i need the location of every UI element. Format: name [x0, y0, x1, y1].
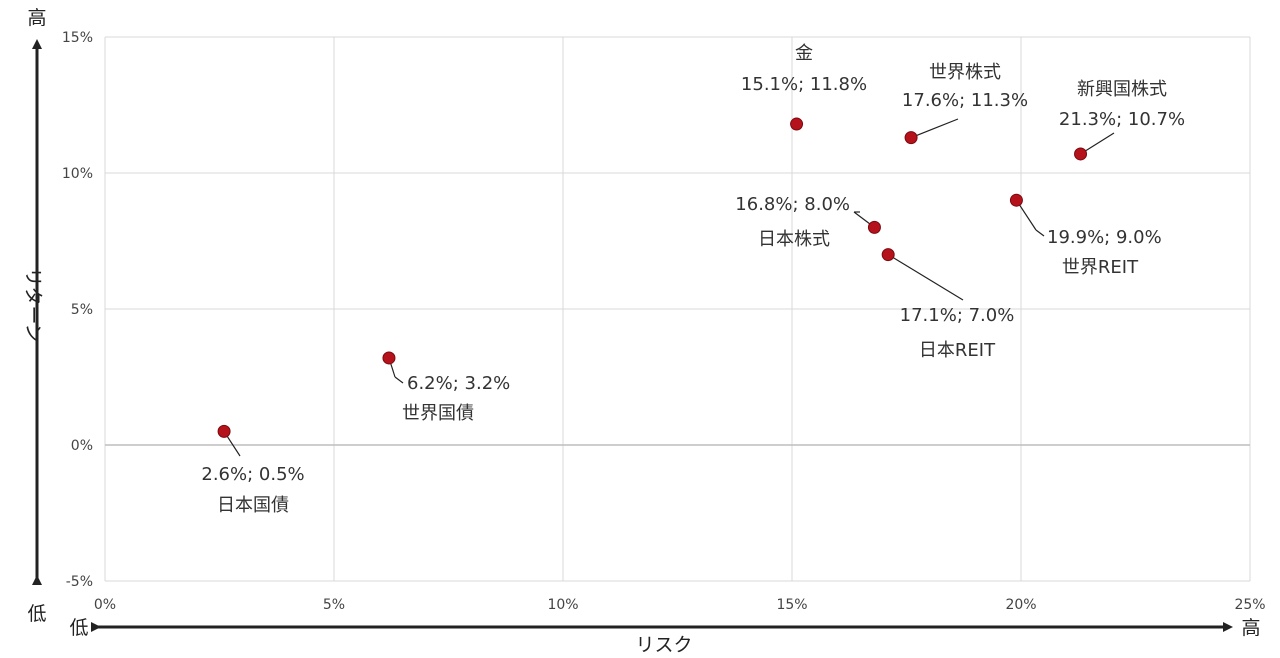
data-point [382, 351, 396, 365]
x-tick-label: 0% [94, 597, 116, 613]
y-tick-label: 0% [71, 438, 93, 454]
point-name-label: 日本REIT [919, 340, 996, 361]
data-points: 2.6%; 0.5% 日本国債 6.2%; 3.2% 世界国債 15.1%; 11.8%… [201, 43, 1185, 516]
y-axis-low-label: 低 [27, 603, 46, 625]
value-label: 19.9%; 9.0% [1047, 227, 1162, 248]
y-tick-label: 10% [62, 166, 93, 182]
axes: 高 低 低 高 リスク リターン [22, 7, 1261, 656]
leader-line [910, 118, 959, 139]
data-point [217, 424, 231, 438]
x-axis-title: リスク [635, 634, 692, 656]
y-axis-title: リターン [22, 267, 44, 342]
point-name-label: 世界国債 [402, 403, 474, 424]
leader-line [887, 254, 964, 301]
x-axis-low-label: 低 [69, 617, 88, 639]
x-tick-label: 25% [1234, 597, 1265, 613]
leader-line [1080, 132, 1115, 155]
point-name-label: 日本国債 [217, 495, 289, 516]
value-label: 15.1%; 11.8% [741, 74, 867, 95]
value-label: 2.6%; 0.5% [201, 464, 304, 485]
value-label: 17.6%; 11.3% [902, 90, 1028, 111]
value-label: 21.3%; 10.7% [1059, 109, 1185, 130]
data-point [904, 131, 918, 145]
leader-line [394, 376, 404, 384]
point-name-label: 日本株式 [758, 229, 830, 250]
point-name-label: 金 [795, 43, 813, 64]
x-tick-label: 15% [776, 597, 807, 613]
point-name-label: 世界株式 [929, 62, 1001, 83]
data-point [790, 117, 804, 131]
value-label: 17.1%; 7.0% [900, 305, 1015, 326]
y-tick-label: -5% [66, 574, 93, 590]
data-point [881, 248, 895, 262]
value-label: 16.8%; 8.0% [735, 194, 850, 215]
point-name-label: 新興国株式 [1077, 79, 1167, 100]
y-tick-label: 5% [71, 302, 93, 318]
x-tick-label: 5% [323, 597, 345, 613]
leader-line [1035, 229, 1045, 237]
grid [104, 36, 1251, 582]
value-label: 6.2%; 3.2% [407, 373, 510, 394]
x-axis-high-label: 高 [1241, 617, 1260, 639]
y-axis-high-label: 高 [27, 7, 46, 29]
data-point [867, 220, 881, 234]
point-name-label: 世界REIT [1062, 257, 1139, 278]
data-point [1009, 193, 1023, 207]
tick-labels: 0% 5% 10% 15% 20% 25%-5%0%5%10%15% [62, 30, 1266, 613]
y-tick-label: 15% [62, 30, 93, 46]
x-tick-label: 20% [1005, 597, 1036, 613]
data-point [1074, 147, 1088, 161]
x-tick-label: 10% [547, 597, 578, 613]
